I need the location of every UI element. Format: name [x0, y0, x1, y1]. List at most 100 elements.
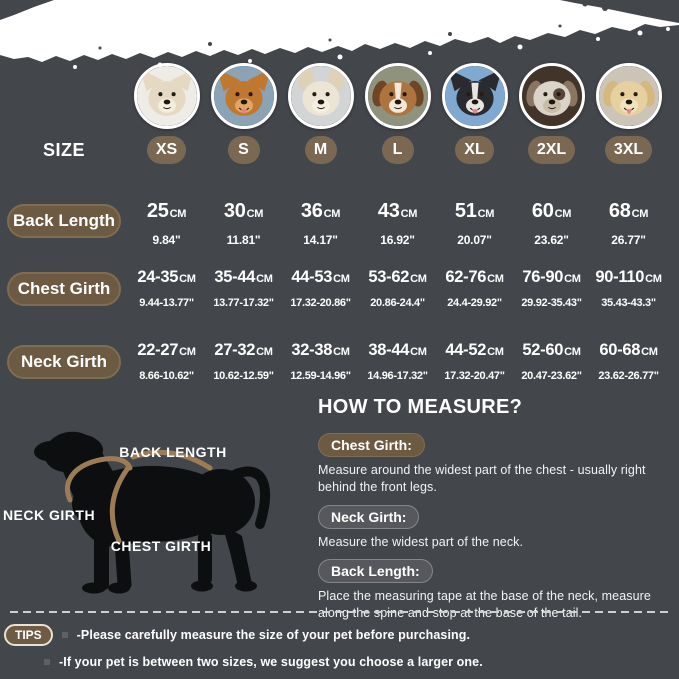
row-label-cell: Chest Girth [0, 261, 128, 325]
size-badge-m: M [304, 136, 337, 164]
cm-value: 90-110CM [595, 268, 662, 286]
inch-value: 20.86-24.4" [370, 297, 425, 309]
beagle-face-icon [367, 66, 428, 126]
dog-photo-chihuahua [133, 63, 200, 129]
cm-unit: CM [256, 346, 273, 358]
cm-value: 76-90CM [522, 268, 581, 286]
dog-photo-cell [590, 61, 667, 131]
cm-unit: CM [410, 273, 427, 285]
diagram-chest-girth-label: CHEST GIRTH [110, 538, 212, 554]
cm-unit: CM [323, 208, 341, 220]
dog-photo-beagle [364, 63, 431, 129]
cm-value: 44-52CM [445, 341, 504, 359]
cm-unit: CM [333, 273, 350, 285]
cm-unit: CM [564, 346, 581, 358]
cm-value: 44-53CM [291, 268, 350, 286]
cm-value: 51CM [454, 200, 495, 222]
row-chest-girth: Chest Girth 24-35CM 9.44-13.77" 35-44CM 13.7… [0, 261, 667, 325]
size-header-cell: SIZE [0, 134, 128, 166]
diagram-neck-girth-label: NECK GIRTH [2, 507, 96, 523]
cm-unit: CM [179, 346, 196, 358]
dashed-divider [10, 611, 669, 613]
cell-neck-girth-xl: 44-52CM 17.32-20.47" [436, 334, 513, 398]
neck-girth-capsule: Neck Girth [7, 345, 121, 379]
dog-photos-row [0, 61, 667, 131]
inch-value: 9.44-13.77" [139, 297, 194, 309]
cm-unit: CM [487, 346, 504, 358]
cell-neck-girth-s: 27-32CM 10.62-12.59" [205, 334, 282, 398]
cell-back-length-xl: 51CM 20.07" [436, 193, 513, 257]
cell-neck-girth-2xl: 52-60CM 20.47-23.62" [513, 334, 590, 398]
chest-girth-capsule: Chest Girth [7, 272, 121, 306]
neck-girth-instructions: Measure the widest part of the neck. [318, 534, 524, 549]
inch-value: 16.92" [380, 233, 415, 247]
inch-value: 23.62-26.77" [598, 370, 659, 382]
size-badge-cell: XL [436, 134, 513, 166]
inch-value: 9.84" [152, 233, 181, 247]
inch-value: 13.77-17.32" [213, 297, 274, 309]
tips-badge: TIPS [4, 623, 53, 646]
bullet-icon [44, 658, 50, 665]
dog-photo-pitbull [518, 63, 585, 129]
cell-neck-girth-xs: 22-27CM 8.66-10.62" [128, 334, 205, 398]
cm-unit: CM [246, 208, 264, 220]
chest-girth-capsule: Chest Girth: [318, 433, 425, 457]
inch-value: 24.4-29.92" [447, 297, 502, 309]
cm-value: 22-27CM [137, 341, 196, 359]
inch-value: 23.62" [534, 233, 569, 247]
dog-photo-pomeranian [210, 63, 277, 129]
back-length-capsule: Back Length: [318, 558, 433, 583]
inch-value: 11.81" [226, 233, 261, 247]
size-badge-l: L [381, 136, 414, 164]
size-badge-cell: L [359, 134, 436, 166]
cm-unit: CM [410, 346, 427, 358]
size-badge-cell: S [205, 134, 282, 166]
cm-unit: CM [179, 273, 196, 285]
cell-chest-girth-2xl: 76-90CM 29.92-35.43" [513, 261, 590, 325]
cm-value: 52-60CM [522, 341, 581, 359]
cm-unit: CM [333, 346, 350, 358]
cm-value: 24-35CM [137, 268, 196, 286]
how-to-measure-section: HOW TO MEASURE? Chest Girth: Measure aro… [318, 396, 676, 630]
cm-value: 68CM [608, 200, 649, 222]
size-badge-2xl: 2XL [527, 136, 576, 164]
inch-value: 17.32-20.47" [444, 370, 505, 382]
dog-silhouette-graphic [34, 431, 271, 594]
dog-photo-cell [359, 61, 436, 131]
pitbull-face-icon [521, 66, 582, 126]
diagram-back-length-label: BACK LENGTH [119, 444, 227, 460]
cm-value: 62-76CM [445, 268, 504, 286]
cm-value: 27-32CM [214, 341, 273, 359]
cm-value: 35-44CM [214, 268, 273, 286]
cm-unit: CM [564, 273, 581, 285]
pomeranian-face-icon [213, 66, 274, 126]
cm-unit: CM [645, 273, 662, 285]
cell-neck-girth-m: 32-38CM 12.59-14.96" [282, 334, 359, 398]
cm-value: 60CM [531, 200, 572, 222]
inch-value: 35.43-43.3" [601, 297, 656, 309]
french-bulldog-face-icon [290, 66, 351, 126]
cm-value: 60-68CM [599, 341, 658, 359]
cm-value: 36CM [300, 200, 341, 222]
inch-value: 10.62-12.59" [213, 370, 274, 382]
dog-photo-cell [436, 61, 513, 131]
cell-back-length-m: 36CM 14.17" [282, 193, 359, 257]
inch-value: 29.92-35.43" [521, 297, 582, 309]
cell-chest-girth-s: 35-44CM 13.77-17.32" [205, 261, 282, 325]
back-length-instructions: Place the measuring tape at the base of … [318, 588, 651, 620]
back-length-capsule: Back Length [7, 204, 121, 238]
size-badge-cell: 2XL [513, 134, 590, 166]
cm-unit: CM [554, 208, 572, 220]
inch-value: 14.96-17.32" [367, 370, 428, 382]
tips-section: TIPS -Please carefully measure the size … [4, 623, 675, 672]
cell-chest-girth-xl: 62-76CM 24.4-29.92" [436, 261, 513, 325]
cm-value: 43CM [377, 200, 418, 222]
cell-neck-girth-3xl: 60-68CM 23.62-26.77" [590, 334, 667, 398]
size-badge-s: S [227, 136, 260, 164]
border-collie-face-icon [444, 66, 505, 126]
dog-photo-cell [128, 61, 205, 131]
cell-chest-girth-xs: 24-35CM 9.44-13.77" [128, 261, 205, 325]
size-label: SIZE [42, 139, 85, 160]
cell-back-length-l: 43CM 16.92" [359, 193, 436, 257]
how-to-measure-title: HOW TO MEASURE? [318, 396, 523, 418]
